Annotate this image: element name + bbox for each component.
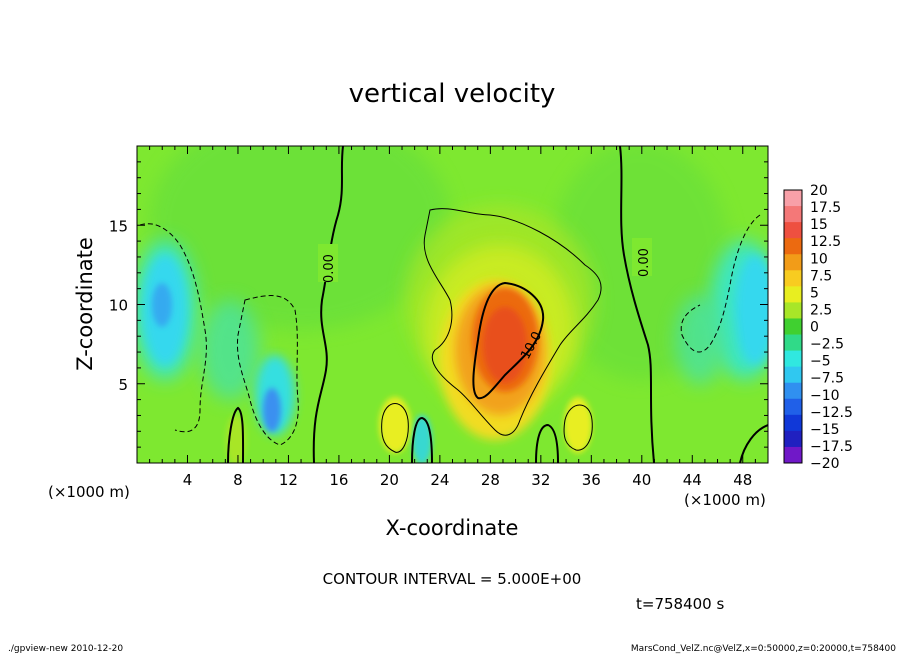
colorbar-label: 10: [810, 251, 828, 267]
contour-label-zero-left: 0.00: [322, 254, 337, 283]
zero-contour-right: [619, 146, 655, 463]
contour-zero-low-3: [535, 423, 559, 463]
colorbar-swatch: [784, 270, 802, 287]
colorbar-label: 2.5: [810, 302, 832, 318]
x-unit-label-right: (×1000 m): [684, 491, 766, 509]
contour-zero-low-1: [227, 406, 245, 463]
x-tick-label: 48: [733, 471, 752, 489]
colorbar-swatch: [784, 350, 802, 368]
colorbar-swatch: [784, 286, 802, 303]
x-tick-label: 16: [329, 471, 348, 489]
y-tick-label: 10: [109, 297, 128, 315]
colorbar-label: −17.5: [810, 439, 853, 455]
colorbar-label: −20: [810, 456, 840, 472]
colorbar-label: −10: [810, 388, 840, 404]
colorbar-swatch: [784, 430, 802, 448]
colorbar-swatch: [784, 222, 802, 239]
colorbar-label: 12.5: [810, 234, 841, 250]
contour-label-group: 0.00 10.0 0.00: [318, 238, 652, 362]
x-tick-label: 4: [183, 471, 193, 489]
colorbar-label: −2.5: [810, 337, 844, 353]
x-axis-title: X-coordinate: [386, 516, 519, 540]
colorbar-label: 20: [810, 183, 828, 199]
contour-interval-text: CONTOUR INTERVAL = 5.000E+00: [323, 570, 582, 588]
colorbar-swatch: [784, 366, 802, 384]
contour-lines: [139, 146, 768, 463]
colorbar-swatch: [784, 318, 802, 336]
colorbar-swatch: [784, 446, 802, 464]
colorbar-label: 5: [810, 285, 819, 301]
colorbar-swatch: [784, 414, 802, 432]
colorbar-swatch: [784, 302, 802, 319]
colorbar-label: −12.5: [810, 405, 853, 421]
y-axis-ticks: 5 10 15: [109, 161, 768, 448]
x-tick-label: 28: [481, 471, 500, 489]
x-tick-label: 40: [632, 471, 651, 489]
x-tick-label: 44: [683, 471, 702, 489]
contour-neg5-mid: [236, 295, 299, 446]
contour-zero-low-4: [739, 424, 768, 463]
footer-left: ./gpview-new 2010-12-20: [8, 644, 123, 654]
x-tick-label: 32: [531, 471, 550, 489]
y-tick-label: 5: [118, 376, 128, 394]
colorbar-swatch: [784, 334, 802, 352]
x-axis-ticks: 4 8 12 16 20 24 28 32 36 40 44 48: [149, 146, 756, 489]
colorbar-swatch: [784, 206, 802, 223]
x-tick-label: 36: [582, 471, 601, 489]
colorbar-swatch: [784, 238, 802, 255]
colorbar-swatch: [784, 382, 802, 400]
time-text: t=758400 s: [636, 595, 724, 613]
contour-low-blob-1: [381, 403, 409, 453]
contour-neg5-left: [139, 223, 207, 433]
colorbar-swatch: [784, 398, 802, 416]
colorbar-label: 17.5: [810, 200, 841, 216]
x-tick-label: 24: [430, 471, 449, 489]
contour-10-updraft: [472, 281, 545, 400]
colorbar-label: −15: [810, 422, 840, 438]
colorbar-label: −5: [810, 354, 831, 370]
contour-label-zero-right: 0.00: [637, 248, 652, 277]
colorbar-swatch: [784, 254, 802, 271]
colorbar-label: 15: [810, 217, 828, 233]
contour-zero-low-2: [411, 416, 433, 463]
chart-title: vertical velocity: [349, 79, 556, 109]
colorbar-label: 0: [810, 320, 819, 336]
zero-contour-left: [312, 146, 344, 463]
colorbar-frame: [783, 189, 803, 464]
x-tick-label: 20: [380, 471, 399, 489]
x-unit-label-left: (×1000 m): [48, 483, 130, 501]
colorbar-label: −7.5: [810, 371, 844, 387]
y-axis-title: Z-coordinate: [73, 237, 97, 371]
contour-5-updraft: [423, 208, 602, 436]
contour-low-blob-2: [563, 404, 593, 451]
x-tick-label: 12: [279, 471, 298, 489]
y-tick-label: 15: [109, 217, 128, 235]
velocity-field: [137, 146, 768, 463]
footer-right: MarsCond_VelZ.nc@VelZ,x=0:50000,z=0:2000…: [631, 644, 896, 654]
colorbar-swatch: [784, 190, 802, 207]
colorbar-label: 7.5: [810, 268, 832, 284]
x-tick-label: 8: [233, 471, 243, 489]
